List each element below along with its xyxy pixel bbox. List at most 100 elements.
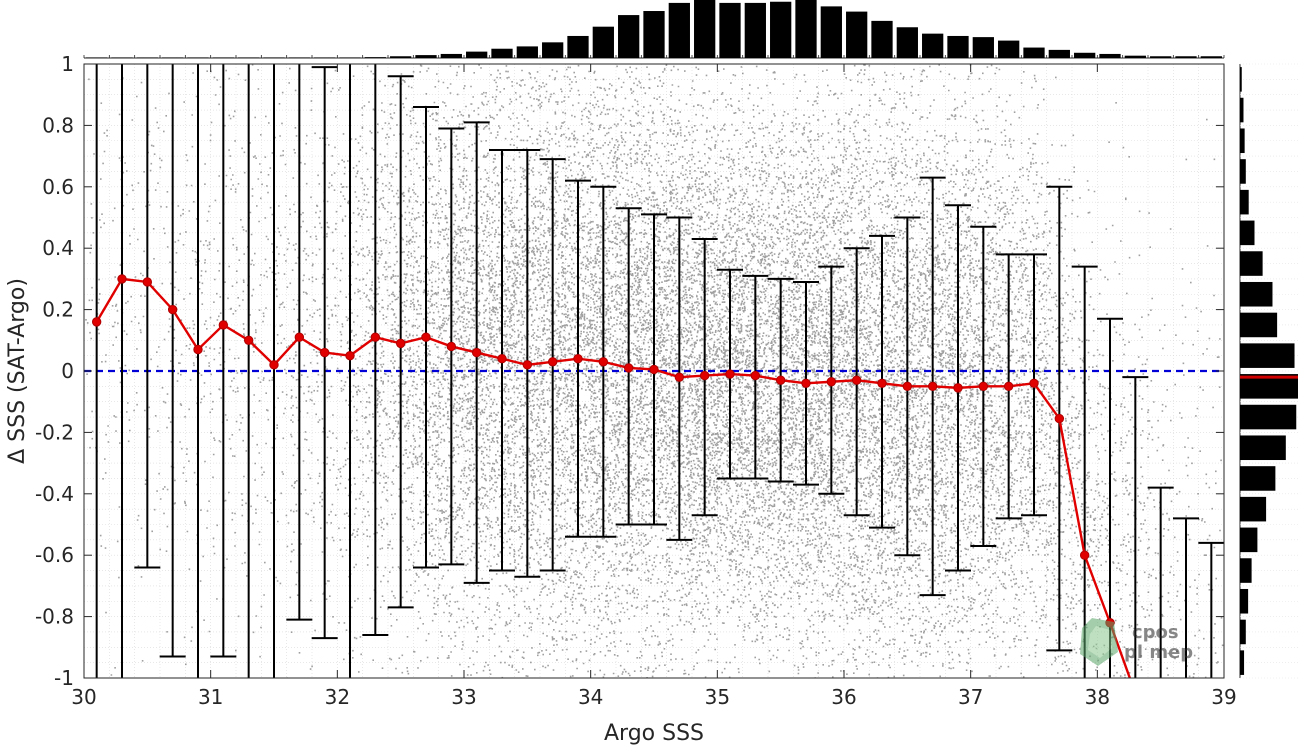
top-histogram-bar xyxy=(187,57,209,58)
top-histogram-bar xyxy=(871,20,893,59)
right-histogram-bar xyxy=(1240,558,1252,583)
right-histogram-bar xyxy=(1240,189,1249,215)
y-tick-label: 0.4 xyxy=(42,236,74,260)
error-bar xyxy=(1122,376,1149,678)
x-tick-label: 39 xyxy=(1211,685,1236,709)
y-tick-label: 0.6 xyxy=(42,175,74,199)
x-tick-label: 32 xyxy=(325,685,350,709)
y-axis-ticks: -1 -0.8 -0.6 -0.4 -0.2 0 0.2 0.4 0.6 0.8 1 xyxy=(35,52,1224,690)
top-histogram-bar xyxy=(668,2,690,58)
mean-marker xyxy=(269,360,279,370)
top-histogram-bar xyxy=(1048,49,1070,58)
mean-marker xyxy=(319,347,330,358)
mean-marker xyxy=(877,378,887,388)
y-tick-label: 0.2 xyxy=(42,298,74,322)
top-histogram-bar xyxy=(947,35,969,58)
y-tick-label: 0 xyxy=(61,359,74,383)
top-histogram-bar xyxy=(1124,55,1146,58)
top-histogram-bar xyxy=(238,57,260,58)
mean-marker xyxy=(699,370,710,381)
top-histogram-bar xyxy=(1200,56,1222,58)
right-histogram-bar xyxy=(1240,159,1246,184)
top-histogram-bar xyxy=(744,2,766,58)
mean-marker xyxy=(851,375,862,385)
top-histogram-bar xyxy=(288,57,310,58)
right-histogram-bar xyxy=(1240,527,1258,553)
top-histogram-bar xyxy=(1150,56,1172,58)
top-histogram-bar xyxy=(542,42,564,58)
top-histogram-bar xyxy=(1099,53,1121,58)
mean-marker xyxy=(1054,413,1065,424)
right-histogram-bar xyxy=(1240,588,1249,614)
right-histogram-bar xyxy=(1240,67,1242,92)
error-bar xyxy=(362,64,389,637)
svg-text:cpos: cpos xyxy=(1132,622,1179,643)
y-tick-label: -0.6 xyxy=(35,543,74,567)
right-histogram-bar xyxy=(1240,343,1295,368)
mean-marker xyxy=(243,335,254,345)
x-axis-ticks: 30 31 32 33 34 35 36 37 38 39 xyxy=(71,64,1237,709)
top-histogram-bar xyxy=(770,1,792,58)
mean-marker xyxy=(142,277,153,287)
mean-line xyxy=(91,274,1132,678)
y-tick-label: -0.4 xyxy=(35,482,74,506)
right-histogram-bar xyxy=(1240,404,1297,430)
top-histogram-bar xyxy=(136,57,158,58)
top-histogram-bar xyxy=(390,56,412,58)
y-axis-label: Δ SSS (SAT-Argo) xyxy=(5,278,30,464)
right-histogram-bar xyxy=(1240,619,1246,645)
mean-marker xyxy=(395,338,406,349)
right-histogram xyxy=(1239,63,1298,679)
mean-marker xyxy=(370,332,381,342)
top-histogram-bar xyxy=(263,57,285,58)
error-bar xyxy=(1173,517,1199,678)
top-histogram-bar xyxy=(364,57,386,58)
x-tick-label: 30 xyxy=(71,685,96,709)
top-histogram xyxy=(83,0,1225,59)
mean-marker xyxy=(294,332,305,342)
mean-marker xyxy=(775,375,786,385)
mean-marker xyxy=(167,304,178,315)
right-histogram-bar xyxy=(1240,220,1255,246)
mean-marker xyxy=(522,360,533,370)
y-tick-label: -0.2 xyxy=(35,420,74,444)
mean-marker xyxy=(623,363,634,373)
top-histogram-bar xyxy=(896,27,918,58)
right-histogram-bar xyxy=(1240,251,1263,276)
x-tick-label: 36 xyxy=(831,685,856,709)
top-histogram-bar xyxy=(415,55,437,58)
top-histogram-bar xyxy=(1175,56,1197,58)
right-histogram-bar xyxy=(1240,466,1276,491)
y-tick-label: 0.8 xyxy=(42,113,74,137)
mean-marker xyxy=(497,354,507,364)
top-histogram-bar xyxy=(212,57,234,58)
right-histogram-bar xyxy=(1240,128,1245,154)
mean-marker xyxy=(193,344,203,355)
top-histogram-bar xyxy=(719,2,741,58)
right-histogram-bar xyxy=(1240,496,1267,522)
mean-marker xyxy=(927,381,938,392)
mean-marker xyxy=(598,357,609,367)
x-tick-label: 35 xyxy=(705,685,730,709)
x-axis-label: Argo SSS xyxy=(604,721,704,746)
right-histogram-bar xyxy=(1240,97,1244,123)
x-tick-label: 31 xyxy=(198,685,223,709)
error-bar xyxy=(159,64,186,658)
watermark-logo: cpos pl mep xyxy=(1080,618,1193,666)
error-bar xyxy=(286,64,313,621)
mean-marker xyxy=(345,350,355,361)
mean-marker xyxy=(674,372,685,382)
mean-marker xyxy=(725,369,735,379)
mean-marker xyxy=(978,381,989,392)
top-histogram-bar xyxy=(922,33,944,58)
mean-marker xyxy=(649,364,659,375)
top-histogram-bar xyxy=(694,0,716,58)
mean-marker xyxy=(801,378,811,388)
top-histogram-bar xyxy=(618,15,640,58)
mean-marker xyxy=(1003,381,1014,392)
top-histogram-bar xyxy=(795,0,817,58)
y-tick-label: -1 xyxy=(54,666,74,690)
mean-marker xyxy=(421,332,431,342)
top-histogram-bar xyxy=(1074,52,1096,58)
top-histogram-bar xyxy=(567,35,589,58)
